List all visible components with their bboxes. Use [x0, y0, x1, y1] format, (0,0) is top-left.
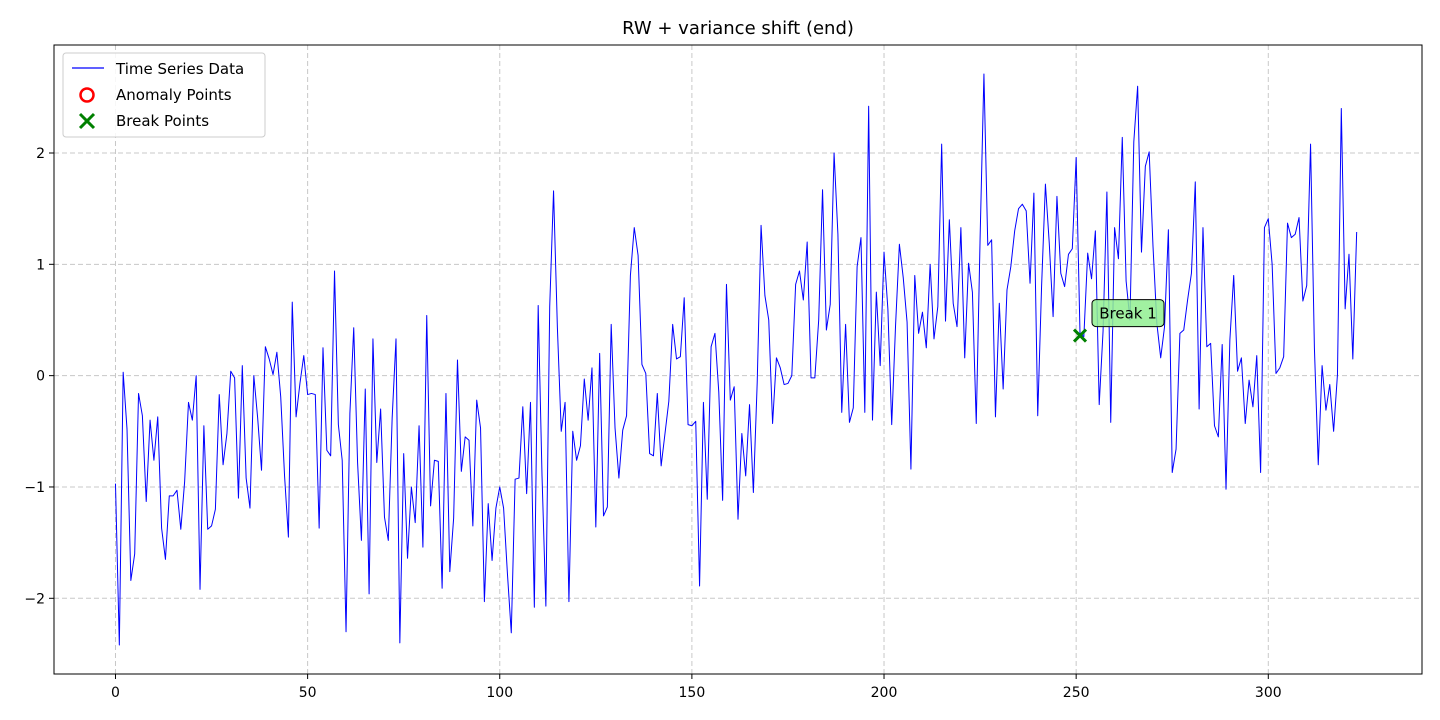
x-tick-label: 100	[486, 685, 513, 701]
legend: Time Series Data Anomaly Points Break Po…	[62, 52, 266, 138]
legend-label-series: Time Series Data	[115, 60, 244, 78]
break-annotation-label: Break 1	[1099, 305, 1157, 323]
x-axis-ticks: 0 50 100 150 200 250 300	[111, 674, 1282, 701]
grid-lines	[54, 45, 1422, 674]
y-tick-label: 0	[36, 369, 45, 385]
marker-layer: Break 1	[1072, 299, 1165, 343]
legend-break-swatch	[78, 112, 96, 130]
y-axis-ticks: −2 −1 0 1 2	[24, 146, 54, 607]
x-tick-label: 50	[299, 685, 317, 701]
y-tick-label: 1	[36, 257, 45, 273]
legend-label-anomaly: Anomaly Points	[116, 86, 232, 104]
x-tick-label: 150	[679, 685, 706, 701]
plot-frame	[53, 44, 1423, 675]
y-tick-label: 2	[36, 146, 45, 162]
series-line	[114, 73, 1358, 646]
x-tick-label: 0	[111, 685, 120, 701]
legend-box	[62, 52, 266, 138]
chart-title: RW + variance shift (end)	[622, 18, 854, 39]
break-annotation: Break 1	[1091, 299, 1165, 328]
legend-anomaly-swatch	[79, 87, 95, 103]
series-layer	[114, 73, 1358, 646]
x-tick-label: 300	[1255, 685, 1282, 701]
x-tick-label: 250	[1063, 685, 1090, 701]
x-tick-label: 200	[871, 685, 898, 701]
y-tick-label: −2	[24, 591, 45, 607]
legend-label-break: Break Points	[116, 112, 209, 130]
y-tick-label: −1	[24, 480, 45, 496]
break-point-marker	[1072, 328, 1088, 343]
break-annotation-box	[1091, 299, 1165, 328]
